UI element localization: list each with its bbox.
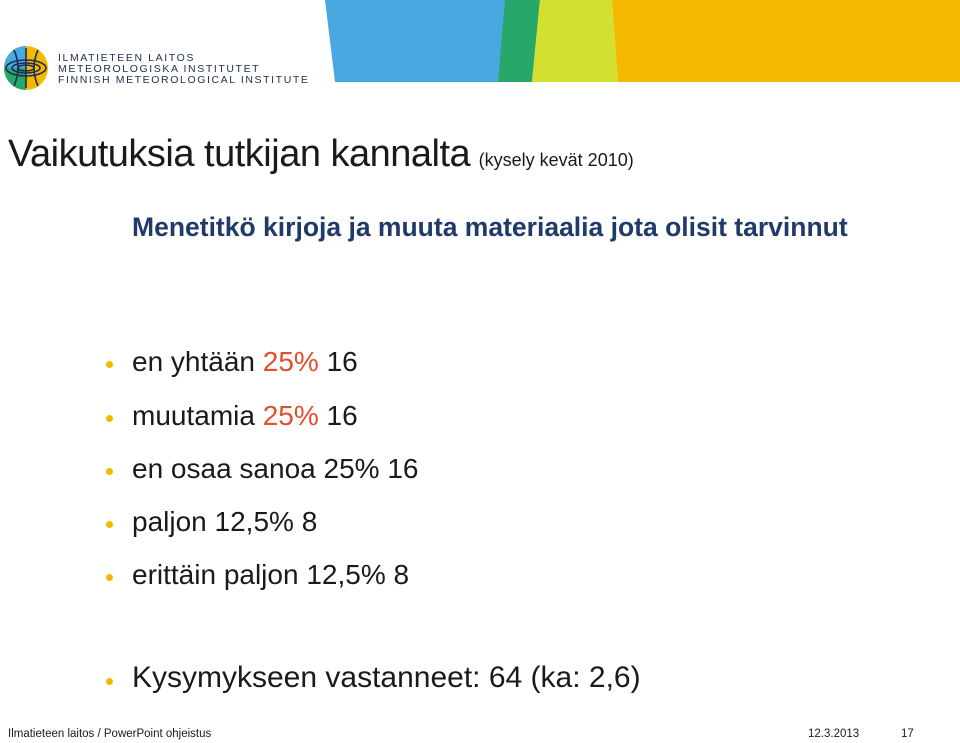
- answer-label: en osaa sanoa: [132, 453, 316, 484]
- banner-blue-stripe: [325, 0, 505, 82]
- bullet-icon: [106, 468, 113, 475]
- title-main: Vaikutuksia tutkijan kannalta: [8, 133, 471, 175]
- answer-percent: 12,5%: [306, 559, 386, 590]
- bullet-icon: [106, 521, 113, 528]
- answer-count: 16: [387, 453, 419, 484]
- answer-label: paljon: [132, 506, 207, 537]
- answer-label: muutamia: [132, 400, 255, 431]
- banner-green-stripe: [498, 0, 540, 82]
- title-note: (kysely kevät 2010): [478, 150, 634, 170]
- answer-label: en yhtään: [132, 346, 255, 377]
- org-name-swedish: METEOROLOGISKA INSTITUTET: [58, 63, 261, 75]
- bullet-icon: [106, 415, 113, 422]
- answer-count: 8: [393, 559, 410, 590]
- slide-title: Vaikutuksia tutkijan kannalta (kysely ke…: [8, 133, 634, 176]
- fmi-logo-icon: [4, 46, 48, 90]
- answer-label: erittäin paljon: [132, 559, 299, 590]
- bullet-icon: [106, 678, 113, 685]
- footer-date: 12.3.2013: [808, 728, 860, 740]
- banner-lime-stripe: [532, 0, 618, 82]
- answer-count: 8: [301, 506, 318, 537]
- org-name-finnish: ILMATIETEEN LAITOS: [58, 52, 195, 64]
- answer-count: 16: [326, 400, 358, 431]
- answer-percent: 25%: [262, 400, 319, 431]
- header-banner: [325, 0, 960, 82]
- answer-percent: 12,5%: [214, 506, 294, 537]
- question-text: Menetitkö kirjoja ja muuta materiaalia j…: [132, 212, 848, 242]
- answer-count: 16: [326, 346, 358, 377]
- page-number: 17: [901, 728, 914, 740]
- answer-percent: 25%: [262, 346, 319, 377]
- footer-text: Ilmatieteen laitos / PowerPoint ohjeistu…: [8, 728, 212, 740]
- bullet-icon: [106, 574, 113, 581]
- banner-yellow-stripe: [612, 0, 960, 82]
- answer-percent: 25%: [323, 453, 380, 484]
- bullet-icon: [106, 361, 113, 368]
- summary-text: Kysymykseen vastanneet: 64 (ka: 2,6): [132, 661, 641, 694]
- org-name-english: FINNISH METEOROLOGICAL INSTITUTE: [58, 74, 310, 86]
